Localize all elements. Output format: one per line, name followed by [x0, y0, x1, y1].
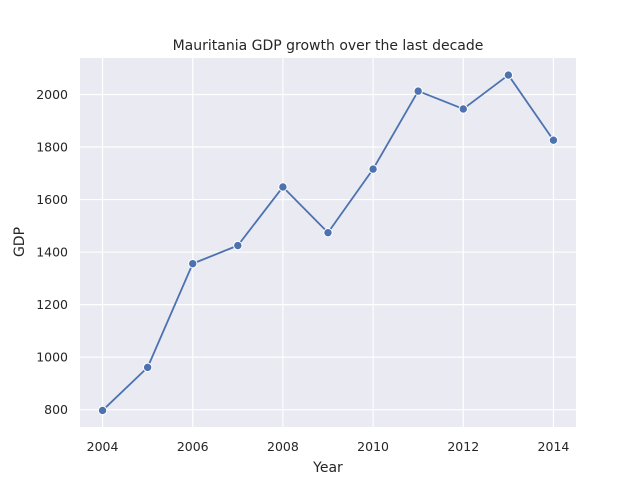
- data-point: [368, 164, 378, 174]
- y-tick-label: 800: [44, 402, 68, 417]
- y-tick-labels: 800 1000 1200 1400 1600 1800 2000: [36, 87, 68, 417]
- data-point: [458, 104, 468, 114]
- series-points-layer: [97, 70, 559, 416]
- data-point: [142, 362, 153, 373]
- y-tick-label: 1600: [36, 192, 68, 207]
- y-tick-label: 1400: [36, 245, 68, 260]
- x-tick-label: 2012: [447, 439, 479, 454]
- y-tick-label: 1200: [36, 297, 68, 312]
- chart-title: Mauritania GDP growth over the last deca…: [173, 38, 484, 54]
- data-point: [97, 405, 108, 416]
- plot-area: [80, 58, 576, 427]
- x-tick-label: 2010: [357, 439, 389, 454]
- data-point: [548, 135, 559, 145]
- data-point: [278, 182, 288, 192]
- x-tick-label: 2008: [267, 439, 299, 454]
- x-tick-label: 2004: [87, 439, 119, 454]
- x-tick-labels: 2004 2006 2008 2010 2012 2014: [87, 439, 570, 454]
- y-axis-label: GDP: [12, 227, 28, 257]
- data-point: [188, 258, 198, 269]
- x-tick-label: 2006: [177, 439, 209, 454]
- data-point: [503, 70, 514, 80]
- y-tick-label: 2000: [36, 87, 68, 102]
- y-tick-label: 1000: [36, 350, 68, 365]
- x-axis-label: Year: [312, 460, 343, 476]
- data-point: [323, 227, 333, 238]
- data-point: [413, 86, 423, 96]
- data-point: [233, 240, 243, 251]
- grid-lines: [80, 58, 576, 427]
- x-tick-label: 2014: [538, 439, 570, 454]
- y-tick-label: 1800: [36, 140, 68, 155]
